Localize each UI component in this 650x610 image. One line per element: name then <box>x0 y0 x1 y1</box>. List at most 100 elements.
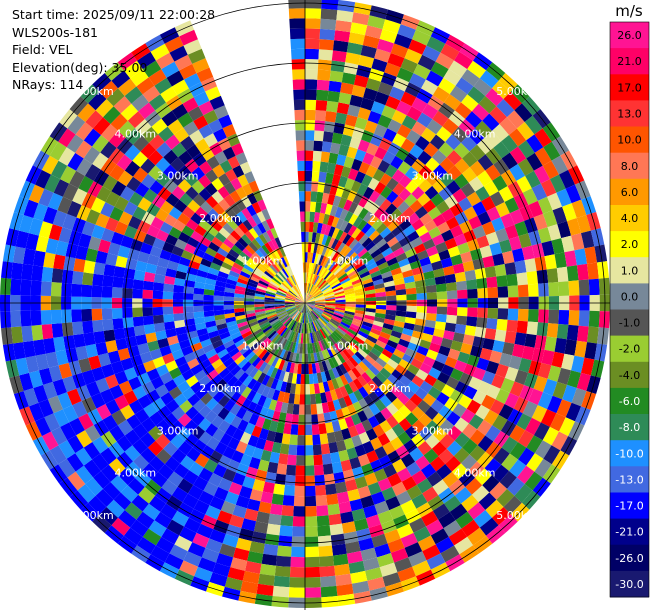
velocity-gate <box>385 390 398 403</box>
velocity-gate <box>324 295 335 300</box>
velocity-gate <box>33 250 46 267</box>
range-ring-label: 3.00km <box>157 424 199 437</box>
velocity-gate <box>163 149 179 165</box>
velocity-gate <box>239 251 251 261</box>
velocity-gate <box>228 328 240 336</box>
velocity-gate <box>222 124 237 138</box>
velocity-gate <box>482 113 500 131</box>
velocity-gate <box>578 279 590 296</box>
velocity-gate <box>230 266 242 275</box>
velocity-gate <box>310 242 315 253</box>
velocity-gate <box>333 266 343 276</box>
velocity-gate <box>308 262 312 273</box>
velocity-gate <box>312 373 319 384</box>
velocity-gate <box>152 290 164 300</box>
velocity-gate <box>206 436 220 451</box>
velocity-gate <box>83 128 101 147</box>
velocity-gate <box>96 186 112 202</box>
velocity-gate <box>187 358 200 370</box>
velocity-gate <box>516 320 528 334</box>
velocity-gate <box>241 398 252 411</box>
velocity-gate <box>536 322 549 337</box>
velocity-gate <box>260 259 270 269</box>
velocity-gate <box>160 86 178 103</box>
velocity-gate <box>205 505 221 520</box>
velocity-gate <box>313 212 321 223</box>
velocity-gate <box>215 280 227 288</box>
velocity-gate <box>291 342 297 353</box>
velocity-gate <box>270 367 279 379</box>
velocity-gate <box>305 303 313 311</box>
velocity-gate <box>225 253 237 263</box>
velocity-gate <box>492 507 511 526</box>
velocity-gate <box>339 275 349 283</box>
velocity-gate <box>551 155 569 175</box>
velocity-gate <box>384 164 398 178</box>
velocity-gate <box>418 426 433 441</box>
velocity-gate <box>135 334 148 346</box>
velocity-gate <box>307 323 310 334</box>
velocity-gate <box>174 535 193 552</box>
velocity-gate <box>396 124 412 139</box>
velocity-gate <box>264 297 275 301</box>
velocity-gate <box>357 247 368 258</box>
velocity-gate <box>275 308 286 313</box>
velocity-gate <box>444 495 462 512</box>
velocity-gate <box>449 389 464 404</box>
velocity-gate <box>568 310 580 326</box>
velocity-gate <box>447 425 462 441</box>
velocity-gate <box>247 434 259 448</box>
velocity-gate <box>116 451 133 469</box>
velocity-gate <box>461 519 480 537</box>
velocity-gate <box>118 211 133 226</box>
velocity-gate <box>320 18 337 31</box>
velocity-gate <box>211 177 224 191</box>
velocity-gate <box>373 253 385 263</box>
velocity-gate <box>33 339 46 356</box>
velocity-gate <box>125 461 142 478</box>
velocity-gate <box>571 355 585 373</box>
velocity-gate <box>469 445 486 462</box>
velocity-gate <box>440 337 453 349</box>
velocity-gate <box>234 226 245 238</box>
velocity-gate <box>176 332 189 343</box>
velocity-gate <box>176 263 189 274</box>
velocity-gate <box>280 402 289 414</box>
velocity-gate <box>255 264 266 273</box>
velocity-gate <box>377 510 393 525</box>
velocity-gate <box>230 557 248 571</box>
velocity-gate <box>330 60 346 73</box>
velocity-gate <box>275 306 286 311</box>
velocity-gate <box>242 570 260 584</box>
velocity-gate <box>255 287 267 293</box>
velocity-gate <box>319 316 328 325</box>
velocity-gate <box>71 309 83 323</box>
velocity-gate <box>320 8 338 21</box>
velocity-gate <box>239 270 251 279</box>
velocity-gate <box>406 484 423 500</box>
velocity-gate <box>245 288 256 294</box>
velocity-gate <box>181 225 195 237</box>
velocity-gate <box>283 484 295 496</box>
velocity-gate <box>334 30 351 43</box>
velocity-gate <box>65 243 79 259</box>
velocity-gate <box>390 330 402 339</box>
velocity-gate <box>513 396 529 414</box>
velocity-gate <box>305 294 311 303</box>
velocity-gate <box>357 410 368 423</box>
velocity-gate <box>467 60 487 79</box>
velocity-gate <box>214 151 228 165</box>
velocity-gate <box>265 268 276 278</box>
velocity-gate <box>312 289 321 297</box>
velocity-gate <box>297 160 305 171</box>
velocity-gate <box>285 351 292 362</box>
velocity-gate <box>489 350 503 364</box>
velocity-gate <box>249 488 263 502</box>
velocity-gate <box>305 298 315 303</box>
velocity-gate <box>142 503 161 521</box>
velocity-gate <box>331 50 347 63</box>
velocity-gate <box>314 320 321 330</box>
velocity-gate <box>305 89 317 100</box>
velocity-gate <box>334 355 343 366</box>
velocity-gate <box>263 543 279 556</box>
